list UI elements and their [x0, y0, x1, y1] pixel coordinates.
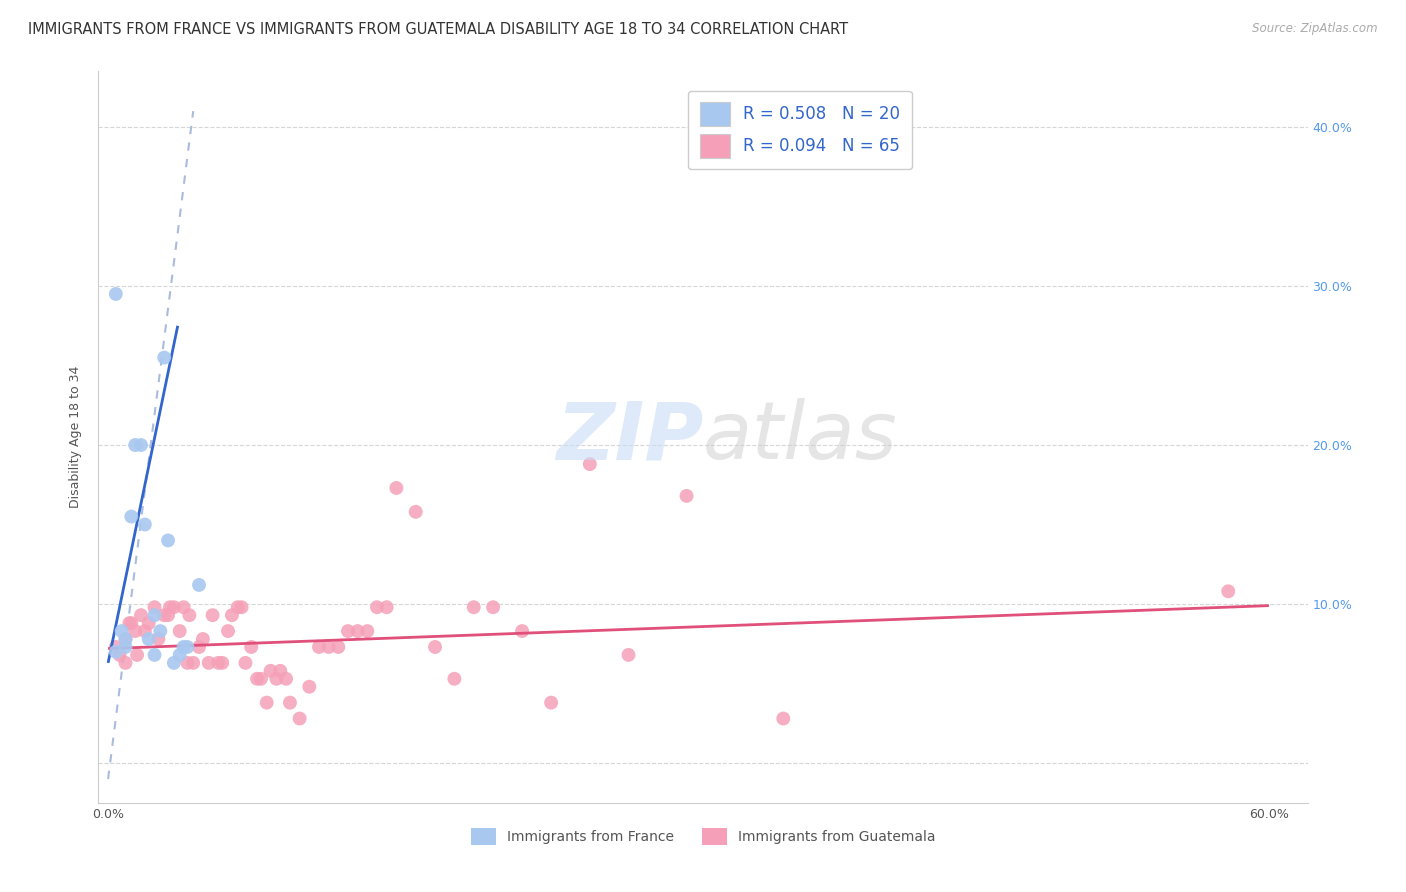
Point	[540, 696, 562, 710]
Text: Source: ZipAtlas.com: Source: ZipAtlas.com	[1253, 22, 1378, 36]
Point	[173, 640, 195, 654]
Text: atlas: atlas	[703, 398, 898, 476]
Point	[149, 624, 172, 638]
Point	[405, 505, 427, 519]
Point	[579, 457, 602, 471]
Point	[148, 632, 170, 646]
Point	[153, 351, 176, 365]
Point	[274, 672, 297, 686]
Point	[318, 640, 340, 654]
Point	[104, 640, 127, 654]
Point	[346, 624, 368, 638]
Point	[129, 608, 152, 623]
Point	[124, 438, 146, 452]
Point	[191, 632, 214, 646]
Point	[207, 656, 229, 670]
Point	[143, 648, 166, 662]
Point	[269, 664, 291, 678]
Point	[176, 656, 198, 670]
Point	[169, 648, 191, 662]
Point	[159, 600, 181, 615]
Point	[266, 672, 288, 686]
Point	[235, 656, 257, 670]
Point	[256, 696, 278, 710]
Point	[510, 624, 533, 638]
Point	[675, 489, 697, 503]
Point	[163, 600, 186, 615]
Point	[221, 608, 243, 623]
Point	[226, 600, 249, 615]
Point	[366, 600, 388, 615]
Point	[308, 640, 330, 654]
Point	[356, 624, 378, 638]
Point	[772, 712, 794, 726]
Point	[134, 624, 156, 638]
Point	[211, 656, 233, 670]
Point	[188, 578, 211, 592]
Point	[259, 664, 281, 678]
Point	[375, 600, 398, 615]
Point	[423, 640, 446, 654]
Point	[197, 656, 219, 670]
Point	[288, 712, 311, 726]
Point	[179, 608, 201, 623]
Point	[250, 672, 273, 686]
Point	[157, 608, 180, 623]
Point	[138, 616, 160, 631]
Point	[217, 624, 239, 638]
Text: IMMIGRANTS FROM FRANCE VS IMMIGRANTS FROM GUATEMALA DISABILITY AGE 18 TO 34 CORR: IMMIGRANTS FROM FRANCE VS IMMIGRANTS FRO…	[28, 22, 848, 37]
Point	[143, 608, 166, 623]
Point	[114, 656, 136, 670]
Point	[1218, 584, 1240, 599]
Point	[337, 624, 360, 638]
Point	[201, 608, 224, 623]
Point	[143, 600, 166, 615]
Point	[385, 481, 408, 495]
Point	[278, 696, 301, 710]
Point	[104, 645, 127, 659]
Point	[246, 672, 269, 686]
Point	[482, 600, 505, 615]
Point	[114, 632, 136, 646]
Y-axis label: Disability Age 18 to 34: Disability Age 18 to 34	[69, 366, 83, 508]
Point	[114, 632, 136, 646]
Point	[463, 600, 485, 615]
Point	[231, 600, 253, 615]
Point	[169, 624, 191, 638]
Point	[114, 640, 136, 654]
Point	[173, 600, 195, 615]
Point	[443, 672, 465, 686]
Point	[104, 287, 127, 301]
Point	[240, 640, 263, 654]
Legend: Immigrants from France, Immigrants from Guatemala: Immigrants from France, Immigrants from …	[465, 822, 941, 851]
Point	[328, 640, 350, 654]
Point	[108, 648, 131, 662]
Point	[120, 509, 142, 524]
Point	[118, 616, 141, 631]
Point	[157, 533, 180, 548]
Point	[127, 648, 149, 662]
Point	[181, 656, 204, 670]
Point	[163, 656, 186, 670]
Point	[134, 517, 156, 532]
Point	[124, 624, 146, 638]
Point	[120, 616, 142, 631]
Point	[111, 624, 134, 638]
Point	[153, 608, 176, 623]
Text: ZIP: ZIP	[555, 398, 703, 476]
Point	[138, 632, 160, 646]
Point	[129, 438, 152, 452]
Point	[298, 680, 321, 694]
Point	[176, 640, 198, 654]
Point	[188, 640, 211, 654]
Point	[617, 648, 640, 662]
